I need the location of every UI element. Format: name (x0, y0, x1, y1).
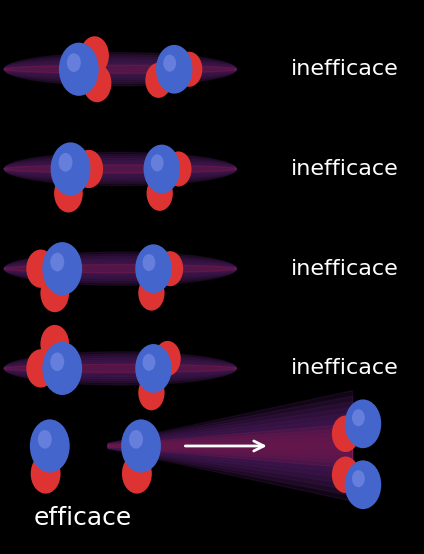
Circle shape (142, 354, 155, 371)
Polygon shape (108, 396, 353, 496)
Ellipse shape (4, 161, 237, 177)
Circle shape (121, 419, 161, 473)
Ellipse shape (4, 260, 237, 277)
Circle shape (154, 341, 181, 376)
Circle shape (26, 249, 55, 288)
Circle shape (122, 454, 152, 494)
Circle shape (50, 142, 90, 196)
Ellipse shape (4, 252, 237, 285)
Circle shape (54, 174, 83, 213)
Circle shape (59, 43, 99, 96)
Circle shape (145, 63, 172, 98)
Ellipse shape (4, 59, 237, 80)
Ellipse shape (4, 55, 237, 84)
Polygon shape (108, 428, 353, 464)
Ellipse shape (4, 53, 237, 86)
Polygon shape (108, 413, 353, 479)
Ellipse shape (4, 158, 237, 179)
Circle shape (176, 52, 202, 87)
Ellipse shape (4, 265, 237, 273)
Circle shape (67, 53, 81, 72)
Circle shape (42, 342, 82, 395)
Circle shape (129, 430, 143, 449)
Text: efficace: efficace (33, 506, 131, 530)
Text: inefficace: inefficace (290, 358, 398, 378)
Circle shape (38, 430, 52, 449)
Ellipse shape (4, 254, 237, 283)
Circle shape (345, 399, 381, 448)
Circle shape (75, 150, 103, 188)
Polygon shape (108, 424, 353, 468)
Circle shape (163, 55, 176, 71)
Circle shape (59, 153, 73, 172)
Ellipse shape (4, 155, 237, 183)
Circle shape (151, 155, 164, 171)
Circle shape (26, 349, 55, 388)
Circle shape (138, 375, 165, 411)
Ellipse shape (4, 358, 237, 379)
Circle shape (147, 176, 173, 211)
Circle shape (332, 416, 359, 452)
Text: inefficace: inefficace (290, 159, 398, 179)
Polygon shape (108, 402, 353, 490)
Ellipse shape (4, 360, 237, 377)
Circle shape (42, 242, 82, 295)
Ellipse shape (4, 165, 237, 173)
Circle shape (156, 45, 192, 94)
Circle shape (345, 460, 381, 509)
Circle shape (80, 36, 109, 75)
Circle shape (50, 352, 64, 371)
Circle shape (142, 254, 155, 271)
Ellipse shape (4, 61, 237, 78)
Ellipse shape (4, 354, 237, 383)
Circle shape (50, 253, 64, 271)
Circle shape (31, 454, 61, 494)
Circle shape (144, 145, 180, 193)
Polygon shape (108, 418, 353, 474)
Circle shape (135, 244, 172, 293)
Ellipse shape (4, 157, 237, 182)
Ellipse shape (4, 365, 237, 373)
Circle shape (138, 275, 165, 311)
Circle shape (83, 64, 112, 102)
Circle shape (352, 409, 365, 426)
Text: inefficace: inefficace (290, 259, 398, 279)
Polygon shape (108, 391, 353, 501)
Circle shape (30, 419, 70, 473)
Ellipse shape (4, 352, 237, 385)
Text: inefficace: inefficace (290, 59, 398, 79)
Polygon shape (108, 433, 353, 459)
Circle shape (40, 325, 69, 363)
Ellipse shape (4, 152, 237, 186)
Ellipse shape (4, 57, 237, 81)
Circle shape (40, 274, 69, 312)
Ellipse shape (4, 256, 237, 281)
Circle shape (157, 251, 183, 286)
Circle shape (352, 470, 365, 487)
Circle shape (332, 456, 359, 493)
Ellipse shape (4, 356, 237, 381)
Circle shape (135, 344, 172, 393)
Ellipse shape (4, 65, 237, 73)
Circle shape (165, 151, 192, 187)
Polygon shape (108, 407, 353, 485)
Ellipse shape (4, 258, 237, 279)
